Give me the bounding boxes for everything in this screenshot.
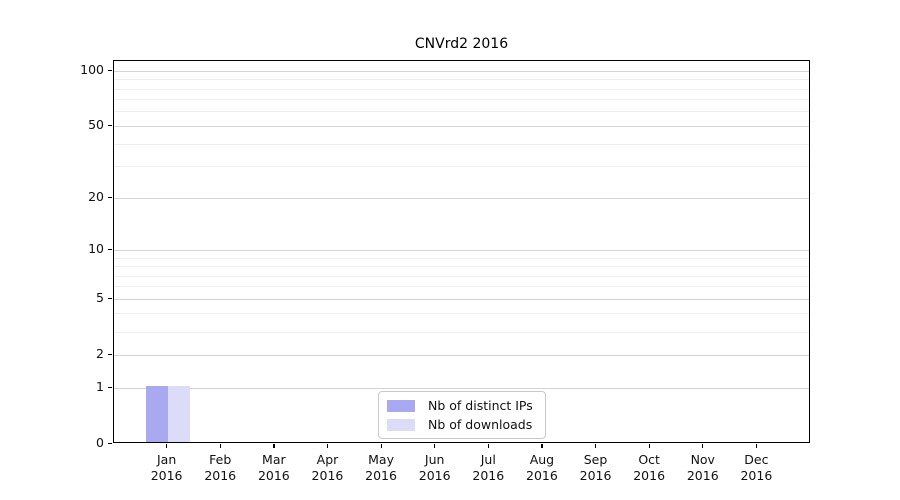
x-label-year: 2016: [311, 467, 344, 483]
x-label-month: Jan: [156, 452, 177, 467]
major-gridline: [114, 125, 809, 127]
x-tick: [380, 444, 382, 448]
minor-gridline: [114, 88, 809, 90]
minor-gridline: [114, 143, 809, 145]
x-label-month: Aug: [529, 452, 555, 467]
x-label-year: 2016: [365, 467, 397, 483]
x-tick-label: Mar 2016: [242, 452, 306, 483]
major-gridline: [114, 197, 809, 199]
minor-gridline: [114, 275, 809, 277]
legend-label: Nb of downloads: [428, 417, 533, 432]
minor-gridline: [114, 286, 809, 288]
y-tick-label: 20: [88, 189, 104, 205]
x-tick-label: Dec 2016: [724, 452, 788, 483]
legend-item: Nb of downloads: [387, 417, 533, 432]
x-tick: [166, 444, 168, 448]
minor-gridline: [114, 257, 809, 259]
x-label-month: Jun: [424, 452, 445, 467]
x-tick-label: Sep 2016: [564, 452, 628, 483]
y-tick: [108, 196, 112, 198]
x-tick: [487, 444, 489, 448]
x-label-year: 2016: [579, 467, 612, 483]
x-label-month: Jul: [480, 452, 496, 467]
legend: Nb of distinct IPs Nb of downloads: [378, 391, 546, 439]
x-label-year: 2016: [150, 467, 183, 483]
x-tick: [326, 444, 329, 448]
y-tick: [108, 386, 112, 388]
x-label-year: 2016: [204, 467, 237, 483]
minor-gridline: [114, 99, 809, 101]
x-tick-label: Nov 2016: [671, 452, 735, 483]
legend-swatch: [387, 399, 415, 412]
major-gridline: [114, 354, 809, 356]
x-tick-label: May 2016: [349, 452, 413, 483]
x-label-year: 2016: [633, 467, 666, 483]
x-label-year: 2016: [686, 467, 719, 483]
y-tick: [108, 442, 112, 444]
x-tick: [219, 444, 221, 448]
y-tick-label: 5: [96, 290, 104, 306]
x-label-month: Feb: [209, 452, 232, 467]
x-tick-label: Apr 2016: [295, 452, 359, 483]
x-tick: [541, 444, 543, 448]
y-tick: [108, 124, 112, 127]
minor-gridline: [114, 266, 809, 267]
y-tick: [108, 248, 112, 250]
major-gridline: [114, 70, 809, 72]
minor-gridline: [114, 166, 809, 168]
y-tick-label: 2: [96, 346, 104, 362]
y-tick-label: 50: [88, 117, 104, 133]
legend-swatch: [387, 418, 415, 431]
x-label-month: Apr: [316, 452, 339, 467]
x-tick: [702, 444, 704, 448]
x-tick: [434, 444, 436, 448]
major-gridline: [114, 249, 809, 251]
y-tick: [108, 69, 112, 71]
plot-area: [113, 60, 810, 443]
legend-label: Nb of distinct IPs: [428, 398, 533, 413]
y-tick: [108, 297, 112, 299]
x-label-month: Sep: [583, 452, 608, 467]
x-tick-label: Feb 2016: [188, 452, 252, 483]
x-tick-label: Jun 2016: [403, 452, 467, 483]
chart-title: CNVrd2 2016: [414, 36, 509, 52]
x-tick-label: Aug 2016: [510, 452, 574, 483]
x-label-month: Oct: [638, 452, 660, 467]
x-label-year: 2016: [418, 467, 451, 483]
x-label-month: Nov: [690, 452, 715, 467]
minor-gridline: [114, 331, 809, 333]
x-label-year: 2016: [472, 467, 505, 483]
x-label-year: 2016: [740, 467, 773, 483]
x-label-month: Mar: [262, 452, 286, 467]
y-tick: [108, 353, 112, 355]
x-tick: [595, 444, 597, 448]
x-tick-label: Jul 2016: [456, 452, 520, 483]
x-label-year: 2016: [526, 467, 558, 483]
x-label-month: Dec: [744, 452, 769, 467]
x-tick: [755, 444, 758, 448]
x-tick: [273, 444, 275, 448]
major-gridline: [114, 298, 809, 300]
x-tick-label: Oct 2016: [617, 452, 681, 483]
minor-gridline: [114, 313, 809, 315]
x-tick: [648, 444, 650, 448]
y-tick-label: 100: [80, 62, 104, 78]
x-tick-label: Jan 2016: [135, 452, 199, 483]
y-tick-label: 10: [88, 241, 104, 257]
minor-gridline: [114, 79, 809, 81]
y-tick-label: 0: [96, 435, 104, 450]
minor-gridline: [114, 111, 809, 113]
legend-item: Nb of distinct IPs: [387, 398, 533, 413]
bar-nb-of-downloads-jan: [167, 386, 190, 442]
bar-nb-of-distinct-ips-jan: [145, 386, 168, 442]
x-label-month: May: [368, 452, 394, 467]
x-label-year: 2016: [257, 467, 290, 483]
major-gridline: [114, 387, 809, 389]
y-tick-label: 1: [96, 379, 104, 394]
